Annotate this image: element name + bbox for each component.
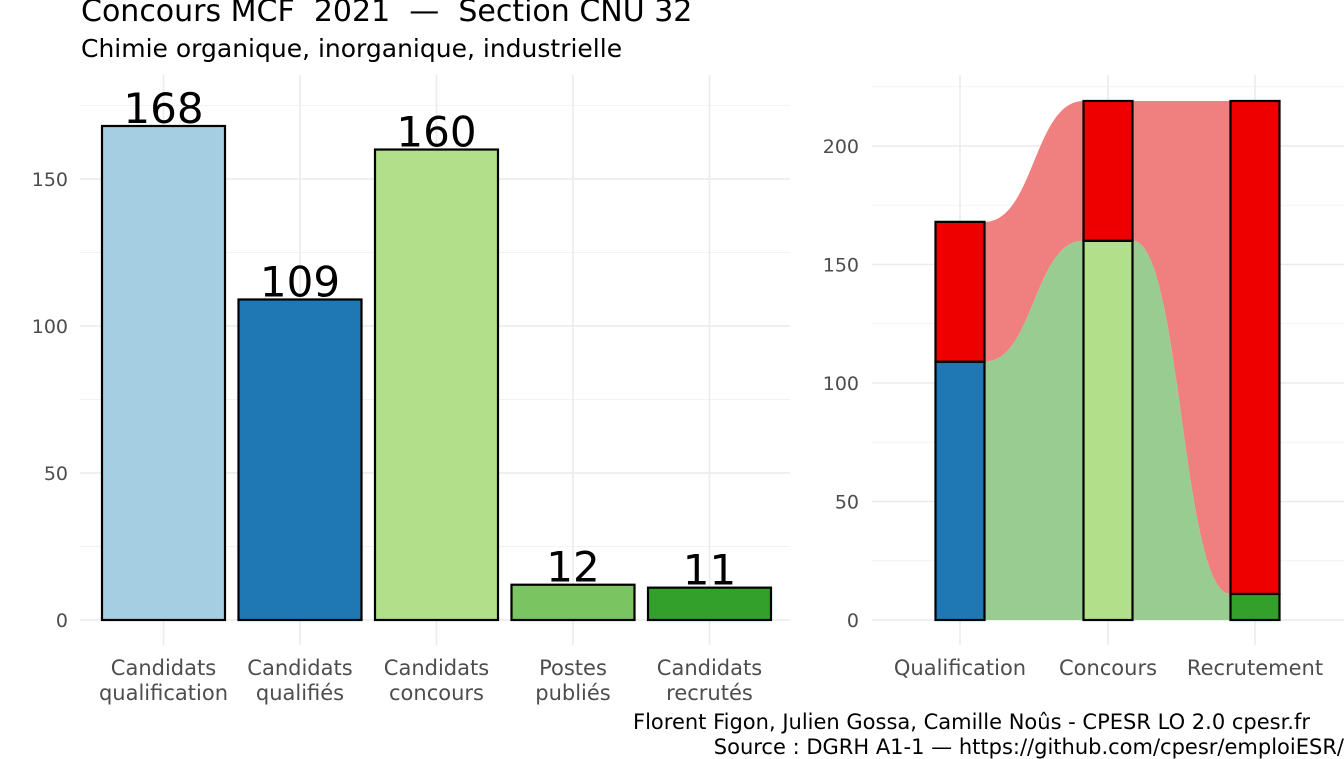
stacked-bar-lower: [1229, 592, 1281, 622]
y-tick-label: 50: [44, 463, 68, 485]
bar-data-label: 12: [546, 543, 599, 592]
stacked-bar-upper: [1082, 99, 1134, 242]
x-tick-label: Concours: [1059, 656, 1157, 680]
x-tick-label: Candidats: [111, 656, 216, 680]
y-tick-label: 200: [823, 136, 859, 158]
flow-area-upper: [984, 100, 1231, 594]
stacked-bar-lower: [934, 360, 986, 622]
y-tick-label: 150: [32, 169, 68, 191]
bar: [510, 583, 636, 622]
y-tick-label: 100: [32, 316, 68, 338]
chart-subtitle: Chimie organique, inorganique, industrie…: [81, 34, 623, 63]
y-tick-label: 0: [56, 610, 68, 632]
x-tick-label: Candidats: [247, 656, 352, 680]
bar: [237, 298, 363, 622]
bar: [100, 124, 227, 622]
x-tick-label: Candidats: [384, 656, 489, 680]
stacked-bar-upper: [934, 220, 986, 363]
x-tick-label: qualifiés: [256, 681, 344, 705]
x-tick-label: qualification: [99, 681, 228, 705]
y-tick-label: 100: [823, 373, 859, 395]
caption-credits: Florent Figon, Julien Gossa, Camille Noû…: [633, 710, 1310, 734]
x-tick-label: recrutés: [666, 681, 753, 705]
bar-data-label: 160: [396, 108, 476, 157]
left-bar-chart: 050100150168Candidatsqualification109Can…: [32, 75, 790, 705]
bar-data-label: 11: [683, 546, 736, 595]
x-tick-label: Recrutement: [1187, 656, 1323, 680]
right-flow-chart: 0 50 100 150 200 Qualification Concours Recrute…: [823, 75, 1344, 680]
bar-data-label: 168: [123, 84, 203, 133]
x-tick-label: Postes: [539, 656, 607, 680]
stacked-bar-lower: [1082, 239, 1134, 622]
x-tick-label: concours: [389, 681, 484, 705]
bar: [646, 586, 773, 622]
chart-title: Concours MCF 2021 — Section CNU 32: [81, 0, 693, 29]
x-tick-label: Qualification: [894, 656, 1026, 680]
x-tick-label: Candidats: [657, 656, 762, 680]
caption-source: Source : DGRH A1-1 — https://github.com/…: [713, 735, 1344, 759]
y-tick-label: 150: [823, 255, 859, 277]
bar-data-label: 109: [260, 257, 340, 306]
stacked-bar-upper: [1229, 99, 1281, 596]
bar: [373, 148, 500, 622]
x-tick-label: publiés: [535, 681, 611, 705]
y-tick-label: 50: [835, 492, 859, 514]
y-tick-label: 0: [847, 610, 859, 632]
